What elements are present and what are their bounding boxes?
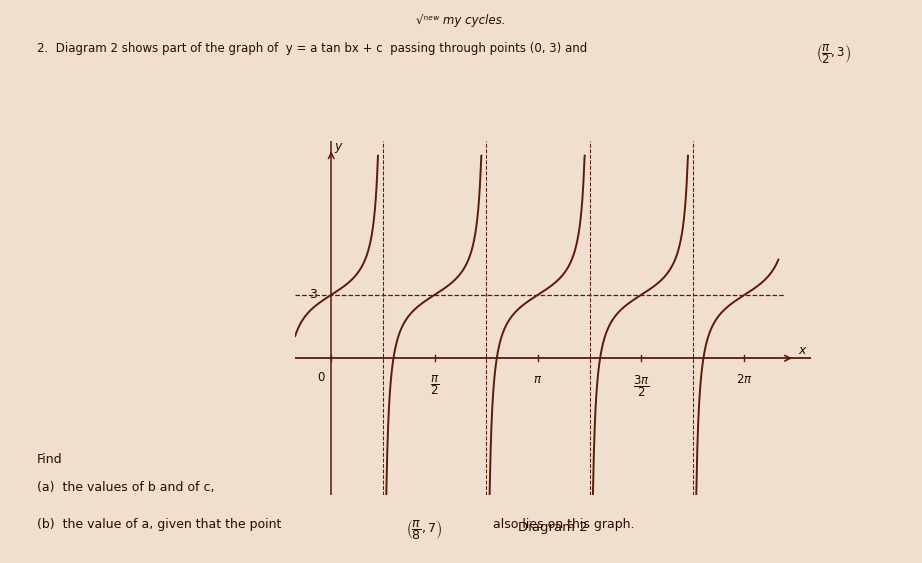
Text: $2\pi$: $2\pi$	[736, 373, 753, 386]
Text: $\left(\dfrac{\pi}{8},7\right)$: $\left(\dfrac{\pi}{8},7\right)$	[406, 518, 443, 542]
Text: $\dfrac{3\pi}{2}$: $\dfrac{3\pi}{2}$	[632, 373, 649, 399]
Text: Diagram 2: Diagram 2	[518, 521, 588, 534]
Text: $\dfrac{\pi}{2}$: $\dfrac{\pi}{2}$	[430, 373, 439, 397]
Text: 3: 3	[309, 288, 317, 301]
Text: (b)  the value of a, given that the point: (b) the value of a, given that the point	[37, 518, 281, 531]
Text: 2.  Diagram 2 shows part of the graph of  y = a tan bx + c  passing through poin: 2. Diagram 2 shows part of the graph of …	[37, 42, 587, 55]
Text: $\left(\dfrac{\pi}{2},3\right)$: $\left(\dfrac{\pi}{2},3\right)$	[816, 42, 851, 66]
Text: also lies on this graph.: also lies on this graph.	[493, 518, 634, 531]
Text: (a)  the values of b and of c,: (a) the values of b and of c,	[37, 481, 215, 494]
Text: x: x	[798, 344, 806, 357]
Text: √ⁿᵉʷ my cycles.: √ⁿᵉʷ my cycles.	[416, 14, 506, 27]
Text: y: y	[335, 140, 342, 153]
Text: Find: Find	[37, 453, 63, 466]
Text: $0$: $0$	[317, 371, 325, 384]
Text: $\pi$: $\pi$	[533, 373, 542, 386]
